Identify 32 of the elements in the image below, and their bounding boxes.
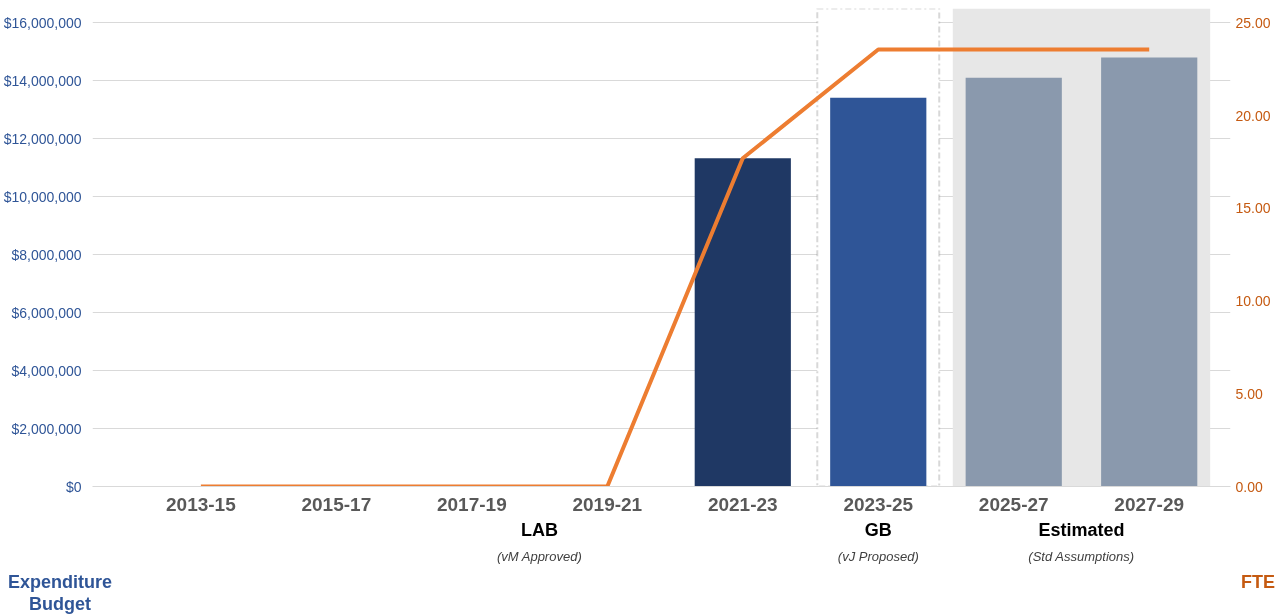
y-tick-label: $14,000,000 <box>3 72 82 89</box>
y2-tick-label: 10.00 <box>1235 293 1271 310</box>
x-tick-label: 2023-25 <box>843 493 914 515</box>
y2-tick-label: 5.00 <box>1235 385 1263 402</box>
y2-tick-label: 15.00 <box>1235 200 1271 217</box>
y-tick-label: $8,000,000 <box>11 246 82 263</box>
y-tick-label: $0 <box>65 478 82 495</box>
text: (vM Approved) <box>496 548 582 564</box>
x-tick-label: 2013-15 <box>166 493 237 515</box>
text: (vJ Proposed) <box>837 548 919 564</box>
text: LAB <box>521 519 559 540</box>
x-tick-label: 2017-19 <box>436 493 507 515</box>
y2-tick-label: 25.00 <box>1235 14 1271 31</box>
x-tick-label: 2015-17 <box>301 493 372 515</box>
y2-tick-label: 0.00 <box>1235 478 1263 495</box>
y-tick-label: $12,000,000 <box>3 130 82 147</box>
text: Estimated <box>1038 519 1125 540</box>
y2-axis-title: FTE <box>1241 571 1275 593</box>
x-tick-label: 2025-27 <box>978 493 1049 515</box>
y-axis-title: Expenditure Budget <box>7 571 113 615</box>
x-tick-label: 2019-21 <box>572 493 643 515</box>
y-tick-label: $16,000,000 <box>3 14 82 31</box>
x-tick-label: 2027-29 <box>1114 493 1185 515</box>
y-tick-label: $2,000,000 <box>11 420 82 437</box>
text: (Std Assumptions) <box>1028 548 1135 564</box>
y-tick-label: $6,000,000 <box>11 304 82 321</box>
text: GB <box>864 519 892 540</box>
x-tick-label: 2021-23 <box>707 493 778 515</box>
y2-tick-label: 20.00 <box>1235 107 1271 124</box>
y-tick-label: $10,000,000 <box>3 188 82 205</box>
y-tick-label: $4,000,000 <box>11 362 82 379</box>
bar <box>694 158 791 487</box>
